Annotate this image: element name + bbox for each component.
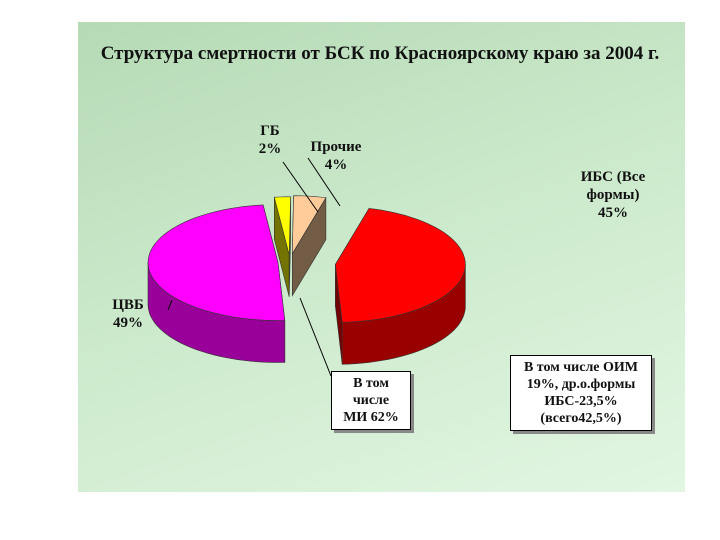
leader-line: [282, 161, 319, 213]
slice: [335, 208, 466, 323]
annotation-line: числе: [352, 393, 390, 408]
category-label: ЦВБ: [112, 297, 144, 313]
annotation-line: В том: [353, 376, 389, 391]
data-label: Прочие 4%: [296, 138, 376, 174]
value-label: 4%: [324, 157, 348, 173]
data-label: ГБ 2%: [244, 122, 296, 158]
annotation-line: (всего42,5%): [540, 411, 622, 426]
annotation-line: В том числе ОИМ: [523, 360, 639, 375]
annotation-line: МИ 62%: [343, 410, 399, 425]
annotation-box: В том числе ОИМ 19%, др.о.формы ИБС-23,5% (…: [510, 355, 652, 431]
slice: [291, 195, 327, 297]
slice: [147, 204, 286, 363]
category-label: Прочие: [310, 139, 362, 155]
slice: [335, 207, 466, 365]
annotation-line: ИБС-23,5%: [544, 394, 618, 409]
value-label: 49%: [113, 315, 143, 331]
data-label: ИБС (Все формы) 45%: [558, 168, 668, 222]
value-label: 2%: [258, 141, 282, 157]
slice: [273, 196, 291, 297]
leader-line: [167, 299, 173, 311]
annotation-line: 19%, др.о.формы: [526, 377, 636, 392]
value-label: 45%: [598, 205, 628, 221]
leader-line: [307, 157, 341, 207]
category-label: ГБ: [260, 123, 280, 139]
slice: [147, 204, 286, 321]
slice: [291, 195, 327, 255]
leader-line: [299, 297, 332, 377]
slice: [273, 196, 291, 255]
data-label: ЦВБ 49%: [98, 296, 158, 332]
annotation-box: В том числе МИ 62%: [331, 371, 411, 430]
category-label: ИБС (Все формы): [580, 169, 646, 203]
chart-title: Структура смертности от БСК по Красноярс…: [100, 43, 660, 64]
